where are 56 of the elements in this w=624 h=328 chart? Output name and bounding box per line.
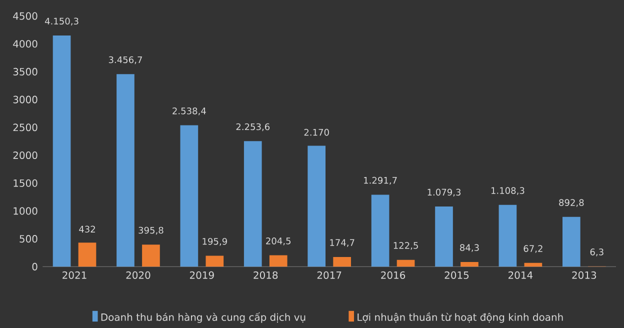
y-tick-label: 500 xyxy=(20,235,38,243)
data-label: 2.538,4 xyxy=(172,107,206,116)
x-tick-label: 2013 xyxy=(572,271,596,279)
data-label: 6,3 xyxy=(590,248,604,256)
data-label: 395,8 xyxy=(138,226,164,235)
bar xyxy=(396,260,415,267)
bar xyxy=(116,74,134,267)
bar xyxy=(562,216,580,267)
x-tick-label: 2015 xyxy=(444,271,469,279)
x-tick-label: 2020 xyxy=(126,271,150,279)
data-label: 1.108,3 xyxy=(491,187,524,195)
data-label: 2.253,6 xyxy=(236,123,270,132)
x-tick-label: 2019 xyxy=(190,271,214,279)
bar xyxy=(435,206,453,267)
data-label: 4.150,3 xyxy=(44,18,78,26)
data-label: 122,5 xyxy=(394,242,418,250)
bar xyxy=(524,262,542,267)
data-label: 892,8 xyxy=(559,199,584,207)
data-label: 84,3 xyxy=(460,244,479,252)
y-tick-label: 4000 xyxy=(13,40,38,48)
data-label: 432 xyxy=(79,226,95,233)
bar xyxy=(460,262,478,267)
bar xyxy=(180,125,198,267)
y-tick-label: 3500 xyxy=(13,68,38,76)
x-tick-label: 2018 xyxy=(254,271,278,279)
y-tick-label: 1000 xyxy=(14,207,38,215)
data-label: 174,7 xyxy=(330,239,354,247)
legend-label: Lợi nhuận thuần từ hoạt động kinh doanh xyxy=(358,312,563,323)
bar xyxy=(78,242,96,267)
data-label: 1.291,7 xyxy=(364,176,397,185)
bar xyxy=(269,255,288,267)
data-label: 67,2 xyxy=(524,245,542,253)
y-tick-label: 4500 xyxy=(13,12,38,20)
data-label: 2.170 xyxy=(304,128,329,136)
y-tick-label: 1500 xyxy=(14,179,38,187)
bar xyxy=(371,194,390,267)
x-tick-label: 2021 xyxy=(62,271,86,279)
bar xyxy=(498,204,517,267)
data-label: 3.456,7 xyxy=(108,56,142,64)
bar xyxy=(52,35,71,267)
bar xyxy=(333,256,351,267)
data-label: 195,9 xyxy=(202,238,227,246)
y-tick-label: 0 xyxy=(32,262,38,270)
y-tick-label: 2000 xyxy=(13,151,38,160)
bar xyxy=(142,244,160,267)
x-tick-label: 2016 xyxy=(381,271,406,279)
data-label: 1.079,3 xyxy=(428,188,461,197)
bar xyxy=(308,146,326,267)
x-tick-label: 2017 xyxy=(317,271,342,279)
x-tick-label: 2014 xyxy=(508,271,533,279)
bar xyxy=(206,256,224,267)
bar xyxy=(244,141,262,267)
data-label: 204,5 xyxy=(266,237,291,246)
y-tick-label: 3000 xyxy=(13,96,38,104)
legend-label: Doanh thu bán hàng và cung cấp dịch vụ xyxy=(101,312,306,323)
y-tick-label: 2500 xyxy=(13,124,38,132)
